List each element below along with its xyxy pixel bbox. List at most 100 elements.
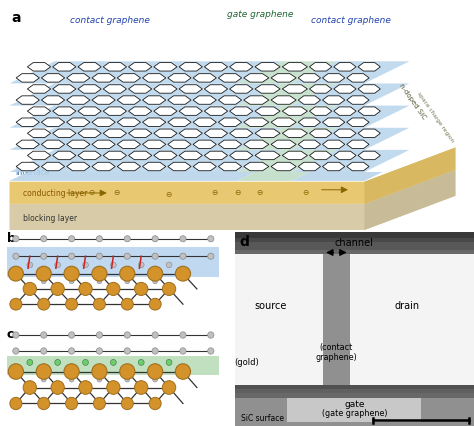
Polygon shape xyxy=(237,61,337,83)
Polygon shape xyxy=(103,85,127,93)
Polygon shape xyxy=(27,107,51,115)
Polygon shape xyxy=(298,96,320,104)
Circle shape xyxy=(163,282,176,296)
Polygon shape xyxy=(229,85,253,93)
Circle shape xyxy=(180,332,186,338)
Polygon shape xyxy=(103,129,127,138)
Circle shape xyxy=(36,266,51,281)
Polygon shape xyxy=(143,74,166,82)
Polygon shape xyxy=(143,140,166,149)
Circle shape xyxy=(121,397,133,410)
Circle shape xyxy=(96,253,102,259)
Circle shape xyxy=(208,253,214,259)
Circle shape xyxy=(107,381,120,394)
Polygon shape xyxy=(283,129,308,138)
Polygon shape xyxy=(67,96,90,104)
Circle shape xyxy=(124,332,130,338)
Polygon shape xyxy=(9,170,456,230)
Circle shape xyxy=(152,236,158,242)
Circle shape xyxy=(180,348,186,354)
Polygon shape xyxy=(244,74,269,82)
Polygon shape xyxy=(78,85,101,93)
Polygon shape xyxy=(219,96,242,104)
Polygon shape xyxy=(154,85,177,93)
Text: ⊖: ⊖ xyxy=(256,188,263,198)
Polygon shape xyxy=(67,74,90,82)
Polygon shape xyxy=(168,118,191,127)
Text: conducting layer: conducting layer xyxy=(23,189,88,198)
Polygon shape xyxy=(168,96,191,104)
Text: interface: interface xyxy=(15,168,49,177)
Text: ⊖: ⊖ xyxy=(113,188,119,198)
Polygon shape xyxy=(283,151,308,160)
Text: (contact
graphene): (contact graphene) xyxy=(316,343,357,362)
Polygon shape xyxy=(229,151,253,160)
Polygon shape xyxy=(53,85,76,93)
Polygon shape xyxy=(92,162,115,171)
Circle shape xyxy=(125,279,130,284)
Polygon shape xyxy=(92,118,115,127)
Circle shape xyxy=(93,298,105,310)
Circle shape xyxy=(27,360,33,366)
Circle shape xyxy=(138,262,144,268)
Polygon shape xyxy=(292,106,410,128)
Polygon shape xyxy=(27,85,51,93)
Polygon shape xyxy=(219,140,242,149)
FancyBboxPatch shape xyxy=(235,394,474,398)
Circle shape xyxy=(68,253,75,259)
Polygon shape xyxy=(103,151,127,160)
Circle shape xyxy=(41,377,46,382)
Polygon shape xyxy=(237,83,337,106)
Circle shape xyxy=(68,348,75,354)
Text: ⊖: ⊖ xyxy=(211,188,218,198)
Circle shape xyxy=(180,236,186,242)
Polygon shape xyxy=(154,129,177,138)
Circle shape xyxy=(68,332,75,338)
Circle shape xyxy=(175,364,191,379)
Text: space charge region: space charge region xyxy=(416,91,454,143)
Polygon shape xyxy=(237,128,337,150)
Polygon shape xyxy=(271,96,296,104)
Polygon shape xyxy=(103,63,127,71)
Polygon shape xyxy=(179,107,202,115)
Circle shape xyxy=(82,360,88,366)
Polygon shape xyxy=(179,63,202,71)
Circle shape xyxy=(208,348,214,354)
FancyBboxPatch shape xyxy=(235,254,323,385)
Text: SiC surface: SiC surface xyxy=(241,414,283,423)
Polygon shape xyxy=(193,74,216,82)
Circle shape xyxy=(149,298,161,310)
Polygon shape xyxy=(204,151,228,160)
Polygon shape xyxy=(41,162,64,171)
FancyBboxPatch shape xyxy=(235,250,474,254)
Polygon shape xyxy=(358,107,380,115)
Circle shape xyxy=(166,360,172,366)
Circle shape xyxy=(152,253,158,259)
Polygon shape xyxy=(229,63,253,71)
Circle shape xyxy=(41,279,46,284)
Circle shape xyxy=(69,279,74,284)
Polygon shape xyxy=(41,140,64,149)
Polygon shape xyxy=(237,150,337,172)
Text: ⊖: ⊖ xyxy=(302,188,309,198)
Polygon shape xyxy=(365,170,456,230)
Circle shape xyxy=(180,253,186,259)
Polygon shape xyxy=(128,129,152,138)
FancyBboxPatch shape xyxy=(235,242,474,250)
Polygon shape xyxy=(271,162,296,171)
Circle shape xyxy=(166,262,172,268)
Polygon shape xyxy=(244,140,269,149)
Polygon shape xyxy=(154,107,177,115)
Polygon shape xyxy=(271,140,296,149)
Polygon shape xyxy=(322,96,345,104)
Polygon shape xyxy=(244,162,269,171)
Polygon shape xyxy=(117,96,140,104)
Polygon shape xyxy=(283,85,308,93)
Circle shape xyxy=(65,298,78,310)
Text: contact graphene: contact graphene xyxy=(70,16,149,25)
Text: ⊖: ⊖ xyxy=(234,188,240,198)
Polygon shape xyxy=(310,151,332,160)
Polygon shape xyxy=(117,118,140,127)
Polygon shape xyxy=(168,140,191,149)
Polygon shape xyxy=(9,172,255,181)
